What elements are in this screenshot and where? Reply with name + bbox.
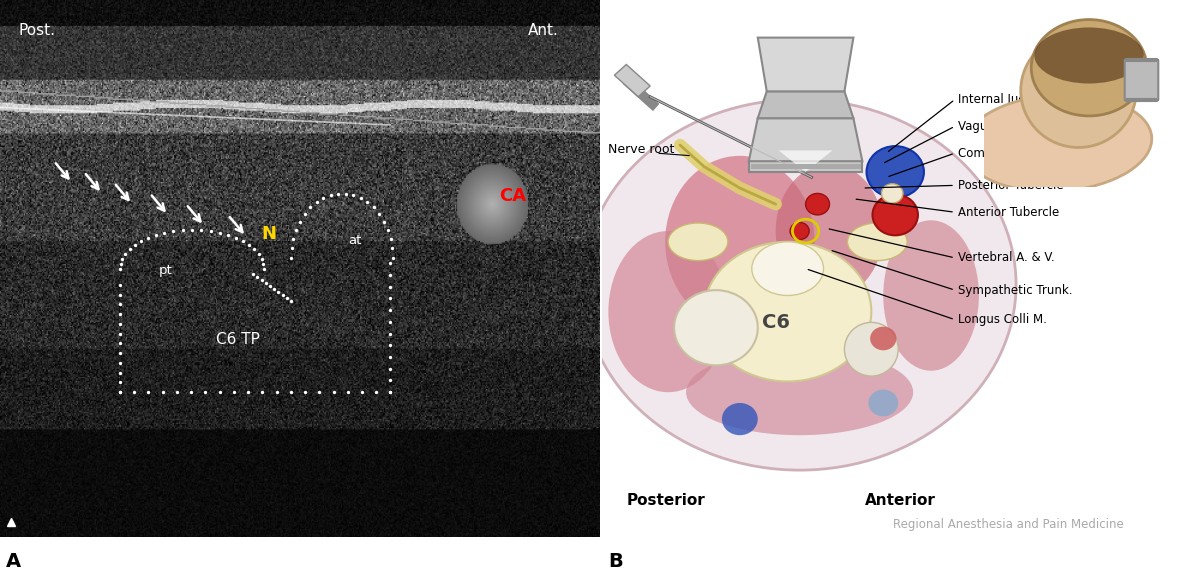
Circle shape xyxy=(722,403,757,435)
Text: C6: C6 xyxy=(762,313,790,332)
Text: Posterior Tubercle: Posterior Tubercle xyxy=(958,179,1063,192)
Ellipse shape xyxy=(775,164,883,298)
Circle shape xyxy=(790,223,809,239)
Text: Longus Colli M.: Longus Colli M. xyxy=(958,313,1046,326)
Circle shape xyxy=(869,390,899,416)
Ellipse shape xyxy=(1034,27,1144,84)
Text: N: N xyxy=(262,225,276,243)
Ellipse shape xyxy=(845,322,899,376)
Text: A: A xyxy=(6,552,22,571)
Polygon shape xyxy=(757,37,853,91)
Ellipse shape xyxy=(583,99,1016,470)
Text: pt: pt xyxy=(158,264,173,277)
Text: Regional Anesthesia and Pain Medicine: Regional Anesthesia and Pain Medicine xyxy=(893,517,1124,531)
Text: Anterior: Anterior xyxy=(865,493,936,508)
Ellipse shape xyxy=(1031,20,1147,116)
Ellipse shape xyxy=(668,223,728,260)
Circle shape xyxy=(805,193,829,215)
Ellipse shape xyxy=(674,290,757,366)
Text: Ant.: Ant. xyxy=(528,23,559,38)
Text: at: at xyxy=(348,234,361,248)
Text: Common Carotid A.: Common Carotid A. xyxy=(958,147,1073,159)
Text: C6 TP: C6 TP xyxy=(216,332,260,347)
Polygon shape xyxy=(757,91,853,118)
Text: Vertebral A. & V.: Vertebral A. & V. xyxy=(958,251,1055,265)
Text: Posterior: Posterior xyxy=(626,493,706,508)
FancyBboxPatch shape xyxy=(1124,59,1158,101)
Ellipse shape xyxy=(704,242,871,381)
Ellipse shape xyxy=(608,231,728,392)
Circle shape xyxy=(866,146,924,198)
Ellipse shape xyxy=(665,156,815,328)
Polygon shape xyxy=(779,151,833,172)
Ellipse shape xyxy=(751,242,823,296)
Ellipse shape xyxy=(686,349,913,435)
Ellipse shape xyxy=(847,223,907,260)
Ellipse shape xyxy=(964,95,1152,192)
Polygon shape xyxy=(749,118,863,161)
Polygon shape xyxy=(749,161,863,172)
Polygon shape xyxy=(614,64,650,97)
Text: CA: CA xyxy=(499,187,527,206)
Text: Anterior Tubercle: Anterior Tubercle xyxy=(958,206,1060,219)
Text: Sympathetic Trunk.: Sympathetic Trunk. xyxy=(958,284,1073,297)
Circle shape xyxy=(882,184,902,203)
Circle shape xyxy=(870,326,896,350)
Circle shape xyxy=(872,194,918,235)
Text: Nerve root: Nerve root xyxy=(608,143,674,156)
Text: Vagus N.: Vagus N. xyxy=(958,120,1009,133)
Text: Internal Jugular V.: Internal Jugular V. xyxy=(958,93,1063,106)
Ellipse shape xyxy=(1021,33,1136,148)
Ellipse shape xyxy=(883,220,979,371)
Polygon shape xyxy=(751,164,860,169)
Text: Post.: Post. xyxy=(18,23,55,38)
Text: B: B xyxy=(608,552,623,571)
